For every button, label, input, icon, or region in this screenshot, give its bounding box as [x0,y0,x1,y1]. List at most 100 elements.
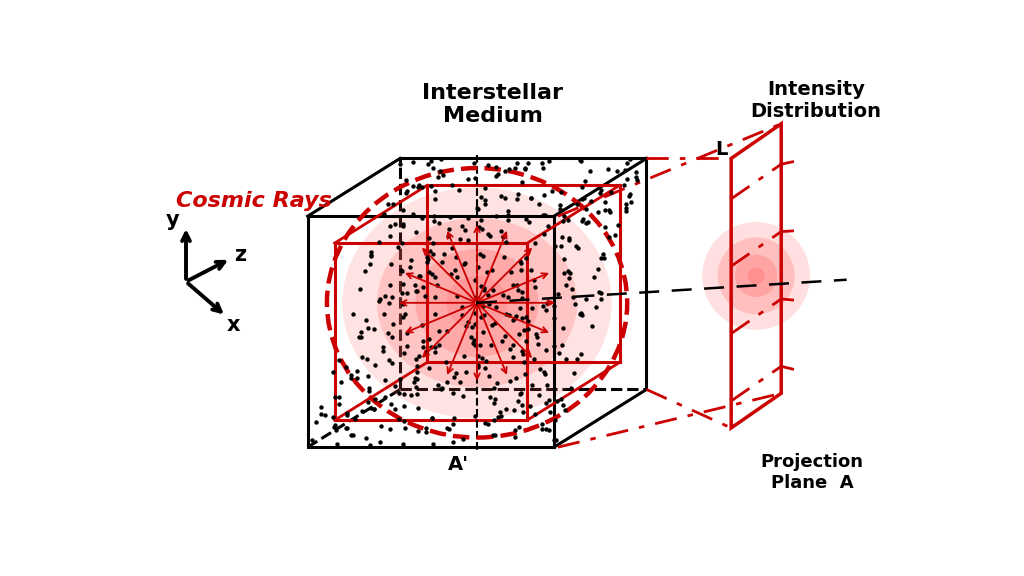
Point [380,328,396,337]
Point [414,182,430,191]
Point [361,386,378,395]
Point [426,187,442,196]
Point [500,207,516,216]
Point [487,319,504,328]
Point [492,408,508,417]
Point [383,259,399,268]
Point [372,437,388,446]
Point [424,414,440,423]
Point [373,422,389,431]
Point [394,219,411,228]
Point [362,252,379,261]
Point [497,193,513,202]
Point [419,257,435,266]
Point [434,384,451,393]
Point [561,273,578,282]
Point [418,427,434,437]
Point [499,237,515,246]
Point [382,425,398,434]
Point [597,205,613,214]
Point [441,425,458,434]
Point [546,302,562,311]
Point [550,290,566,299]
Point [412,271,428,280]
Point [459,321,475,330]
Point [404,157,421,166]
Point [428,281,444,290]
Point [408,286,424,295]
Point [567,300,584,309]
Point [431,340,447,350]
Point [512,303,528,312]
Point [618,158,635,168]
Point [327,420,343,430]
Point [409,286,425,295]
Point [517,164,534,173]
Point [467,275,483,285]
Point [399,329,416,338]
Point [430,326,446,335]
Point [586,272,602,281]
Point [497,332,513,341]
Point [423,342,439,351]
Point [534,425,550,434]
Text: Intensity
Distribution: Intensity Distribution [751,80,882,121]
Point [525,276,542,285]
Point [560,215,577,224]
Point [515,357,531,366]
Point [395,279,412,289]
Point [547,415,563,424]
Point [381,299,397,308]
Point [465,339,481,348]
Point [522,401,539,411]
Point [575,194,592,203]
Point [387,219,403,229]
Point [536,230,552,239]
Point [519,316,536,325]
Point [333,378,349,387]
Point [410,403,426,412]
Point [433,155,450,164]
Point [536,367,552,376]
Point [470,263,486,272]
Point [565,293,582,302]
Point [467,412,483,421]
Point [514,400,530,410]
Point [618,204,635,213]
Point [446,266,463,275]
Text: y: y [166,210,180,230]
Point [573,349,590,358]
Point [394,221,411,230]
Point [494,191,510,200]
Point [523,265,540,274]
Point [514,287,530,296]
Point [438,377,455,386]
Point [495,290,511,300]
Point [529,339,546,348]
Point [573,216,590,225]
Point [338,362,354,371]
Point [530,200,547,209]
Point [554,340,570,349]
Point [394,299,411,308]
Point [629,175,645,184]
Point [406,210,422,219]
Point [375,342,391,351]
Point [567,242,584,251]
Point [584,321,600,331]
Point [606,230,623,240]
Point [361,441,378,450]
Point [546,313,562,323]
Point [455,391,471,400]
Point [507,425,523,434]
Point [432,384,449,393]
Point [515,349,531,358]
Point [368,361,384,370]
Point [507,433,523,442]
Point [385,319,401,328]
Point [479,230,496,239]
Point [534,158,550,168]
Point [417,291,433,301]
Point [534,419,550,429]
Point [445,414,462,423]
